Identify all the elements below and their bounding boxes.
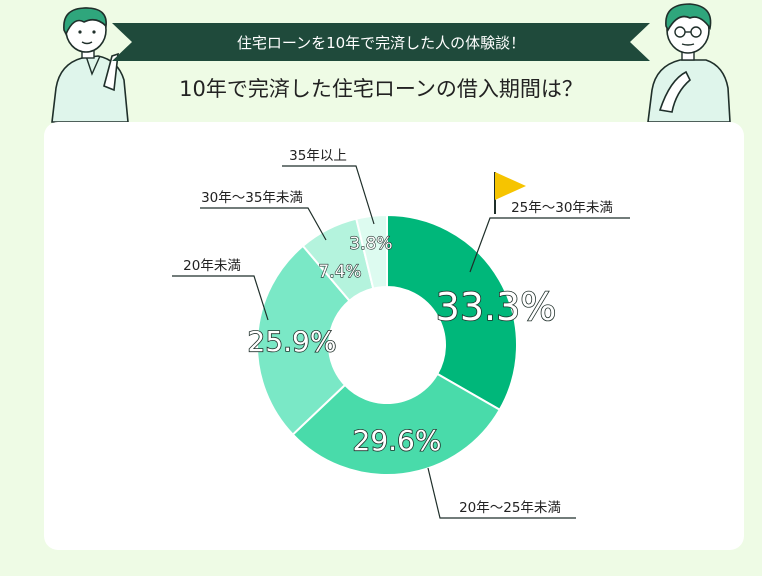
category-label-30-35: 30年〜35年未満 (201, 190, 303, 206)
data-label-30-35: 7.4% (318, 262, 361, 282)
leader-line-35-plus (282, 165, 375, 225)
category-label-20-25: 20年〜25年未満 (459, 500, 561, 516)
leader-lines (172, 165, 630, 519)
right-character-illustration (647, 3, 731, 123)
data-label-20-25: 29.6% (353, 424, 442, 457)
category-label-35-plus: 35年以上 (289, 148, 347, 164)
banner-text: 住宅ローンを10年で完済した人の体験談！ (237, 34, 525, 52)
donut-slice-under-20 (256, 244, 351, 436)
data-label-35-plus: 3.8% (349, 234, 392, 254)
donut-chart (256, 213, 518, 476)
chart-card (44, 122, 744, 550)
leader-line-20-25 (427, 467, 576, 519)
data-label-25-30: 33.3% (436, 285, 557, 329)
donut-slice-20-25 (291, 372, 502, 476)
question-heading: 10年で完済した住宅ローンの借入期間は？ (179, 77, 583, 101)
left-character-illustration (51, 7, 129, 123)
data-label-under-20: 25.9% (248, 325, 337, 358)
leader-line-under-20 (172, 275, 269, 321)
leader-line-30-35 (200, 207, 327, 241)
category-label-25-30: 25年〜30年未満 (511, 200, 613, 216)
title-banner: 住宅ローンを10年で完済した人の体験談！ (112, 23, 650, 61)
flag-icon (494, 172, 526, 214)
donut-slice-25-30 (386, 213, 518, 412)
category-label-under-20: 20年未満 (183, 258, 241, 274)
donut-slice-35-plus (355, 213, 388, 290)
leader-line-25-30 (469, 217, 630, 273)
